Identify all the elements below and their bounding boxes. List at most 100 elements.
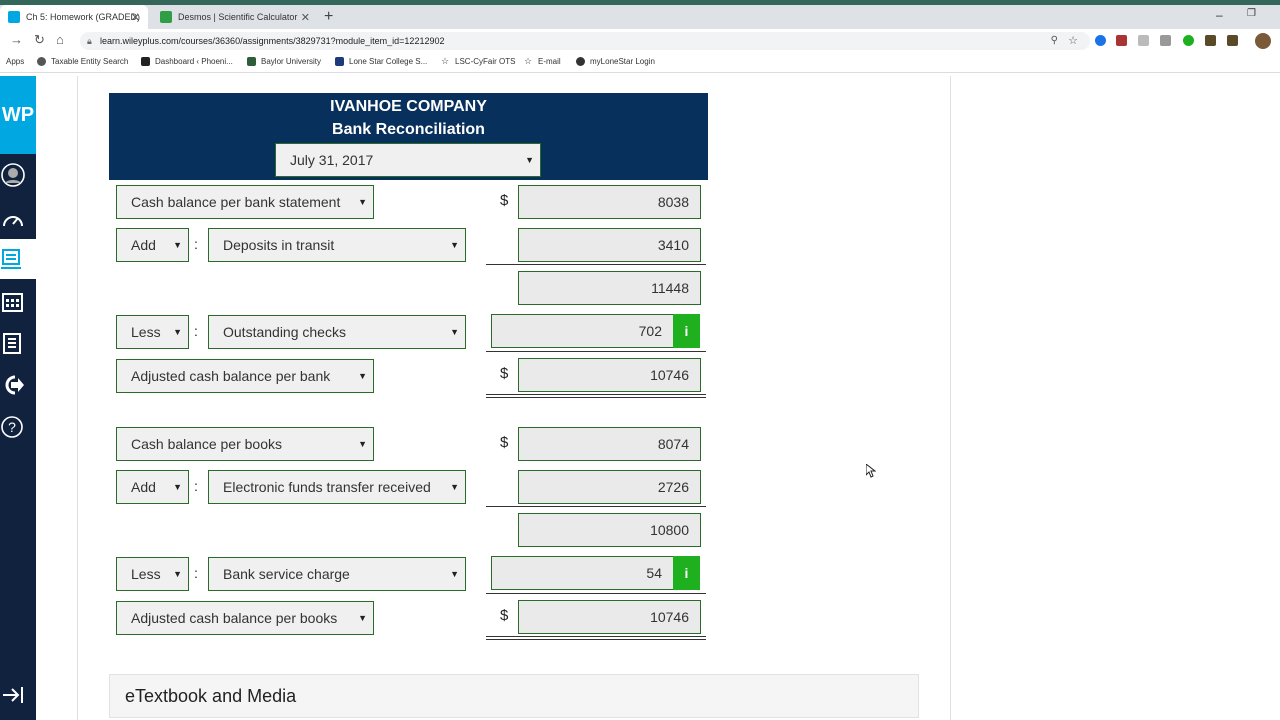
forward-icon[interactable]: → xyxy=(10,32,23,47)
books-less-item-select[interactable]: Bank service charge ▼ xyxy=(208,557,466,591)
colon-separator: : xyxy=(194,478,198,494)
user-icon[interactable] xyxy=(0,162,26,188)
dropdown-arrow-icon: ▼ xyxy=(173,240,182,250)
wileyplus-logo[interactable]: WP xyxy=(0,76,36,154)
info-icon[interactable]: i xyxy=(673,556,700,590)
bank-add-input[interactable]: 3410 xyxy=(518,228,701,262)
colon-separator: : xyxy=(194,236,198,252)
globe-icon xyxy=(37,57,46,66)
dropdown-arrow-icon: ▼ xyxy=(358,371,367,381)
tab-homework[interactable]: Ch 5: Homework (GRADED) ✕ xyxy=(0,5,148,29)
bookmark-dashboard[interactable]: Dashboard ‹ Phoeni... xyxy=(141,57,233,66)
wileyplus-favicon-icon xyxy=(8,11,20,23)
bookmark-mylonestar[interactable]: myLoneStar Login xyxy=(576,57,655,66)
etextbook-panel[interactable]: eTextbook and Media xyxy=(109,674,919,718)
dropdown-arrow-icon: ▼ xyxy=(358,197,367,207)
currency-symbol: $ xyxy=(500,607,509,624)
bank-start-input[interactable]: 8038 xyxy=(518,185,701,219)
bank-adjusted-select[interactable]: Adjusted cash balance per bank ▼ xyxy=(116,359,374,393)
calendar-icon[interactable] xyxy=(0,289,26,315)
extension-icon[interactable] xyxy=(1227,35,1238,46)
dropdown-arrow-icon: ▼ xyxy=(450,327,459,337)
url-field[interactable]: 🔒︎ learn.wileyplus.com/courses/36360/ass… xyxy=(80,32,1090,50)
star-icon: ☆ xyxy=(524,56,533,66)
dropdown-arrow-icon: ▼ xyxy=(525,155,534,165)
bank-less-input[interactable]: 702 xyxy=(491,314,674,348)
books-less-input[interactable]: 54 xyxy=(491,556,674,590)
books-start-select[interactable]: Cash balance per books ▼ xyxy=(116,427,374,461)
date-select[interactable]: July 31, 2017 ▼ xyxy=(275,143,541,177)
info-icon[interactable]: i xyxy=(673,314,700,348)
books-adjusted-select[interactable]: Adjusted cash balance per books ▼ xyxy=(116,601,374,635)
collapse-icon[interactable] xyxy=(0,682,26,708)
bookmark-lsc-ots[interactable]: ☆ LSC-CyFair OTS xyxy=(441,56,516,66)
close-tab-icon[interactable]: ✕ xyxy=(300,11,310,24)
help-icon[interactable]: ? xyxy=(0,414,26,440)
bookmark-apps[interactable]: Apps xyxy=(6,57,25,66)
double-underline-rule xyxy=(486,639,706,640)
dropdown-arrow-icon: ▼ xyxy=(173,482,182,492)
books-less-op-select[interactable]: Less ▼ xyxy=(116,557,189,591)
mouse-cursor-icon xyxy=(865,462,877,481)
bank-subtotal-input[interactable]: 11448 xyxy=(518,271,701,305)
underline-rule xyxy=(486,351,706,352)
logout-icon[interactable] xyxy=(0,372,26,398)
pdf-extension-icon[interactable] xyxy=(1116,35,1127,46)
restore-icon[interactable]: ❐ xyxy=(1247,8,1256,19)
gradebook-icon[interactable] xyxy=(0,331,26,357)
tab-bar: Ch 5: Homework (GRADED) ✕ Desmos | Scien… xyxy=(0,5,1280,29)
bank-add-op-select[interactable]: Add ▼ xyxy=(116,228,189,262)
minimize-icon[interactable]: – xyxy=(1216,8,1223,22)
desmos-favicon-icon xyxy=(160,11,172,23)
dropdown-arrow-icon: ▼ xyxy=(450,482,459,492)
zoom-icon[interactable]: ⚲ xyxy=(1050,35,1058,46)
sidebar-selected-item[interactable] xyxy=(0,239,36,279)
extension-icon[interactable] xyxy=(1160,35,1171,46)
profile-avatar[interactable] xyxy=(1255,33,1271,49)
bookmark-email[interactable]: ☆ E-mail xyxy=(524,56,561,66)
content-right-border xyxy=(950,76,951,720)
books-subtotal-input[interactable]: 10800 xyxy=(518,513,701,547)
grammar-extension-icon[interactable] xyxy=(1183,35,1194,46)
tab-title: Desmos | Scientific Calculator xyxy=(178,12,298,22)
bookmark-taxable-entity[interactable]: Taxable Entity Search xyxy=(37,57,128,66)
double-underline-rule xyxy=(486,394,706,395)
assignment-icon xyxy=(0,247,24,276)
dropdown-arrow-icon: ▼ xyxy=(173,327,182,337)
home-icon[interactable]: ⌂ xyxy=(56,32,64,47)
bookmark-baylor[interactable]: Baylor University xyxy=(247,57,321,66)
dropdown-arrow-icon: ▼ xyxy=(173,569,182,579)
double-underline-rule xyxy=(486,636,706,637)
books-add-op-select[interactable]: Add ▼ xyxy=(116,470,189,504)
bank-less-item-select[interactable]: Outstanding checks ▼ xyxy=(208,315,466,349)
bank-adjusted-input[interactable]: 10746 xyxy=(518,358,701,392)
dashboard-gauge-icon[interactable] xyxy=(0,207,26,233)
extension-icon[interactable] xyxy=(1205,35,1216,46)
url-text: learn.wileyplus.com/courses/36360/assign… xyxy=(100,36,445,46)
reload-icon[interactable]: ↻ xyxy=(34,32,45,47)
books-start-input[interactable]: 8074 xyxy=(518,427,701,461)
currency-symbol: $ xyxy=(500,365,509,382)
reconciliation-header: IVANHOE COMPANY Bank Reconciliation xyxy=(109,93,708,180)
bookmark-lone-star[interactable]: Lone Star College S... xyxy=(335,57,427,66)
svg-text:?: ? xyxy=(8,419,16,435)
extension-icon[interactable] xyxy=(1138,35,1149,46)
books-adjusted-input[interactable]: 10746 xyxy=(518,600,701,634)
bank-start-select[interactable]: Cash balance per bank statement ▼ xyxy=(116,185,374,219)
globe-icon xyxy=(576,57,585,66)
books-add-input[interactable]: 2726 xyxy=(518,470,701,504)
extension-icon[interactable] xyxy=(1095,35,1106,46)
dropdown-arrow-icon: ▼ xyxy=(450,240,459,250)
books-add-item-select[interactable]: Electronic funds transfer received ▼ xyxy=(208,470,466,504)
bank-add-item-select[interactable]: Deposits in transit ▼ xyxy=(208,228,466,262)
close-tab-icon[interactable]: ✕ xyxy=(130,11,140,24)
bank-less-op-select[interactable]: Less ▼ xyxy=(116,315,189,349)
address-bar-row: → ↻ ⌂ 🔒︎ learn.wileyplus.com/courses/363… xyxy=(0,29,1280,53)
bookmark-star-icon[interactable]: ☆ xyxy=(1068,35,1078,47)
underline-rule xyxy=(486,593,706,594)
baylor-icon xyxy=(247,57,256,66)
currency-symbol: $ xyxy=(500,192,509,209)
tab-desmos[interactable]: Desmos | Scientific Calculator ✕ xyxy=(152,5,318,29)
tab-title: Ch 5: Homework (GRADED) xyxy=(26,12,141,22)
new-tab-button[interactable]: + xyxy=(324,8,334,25)
